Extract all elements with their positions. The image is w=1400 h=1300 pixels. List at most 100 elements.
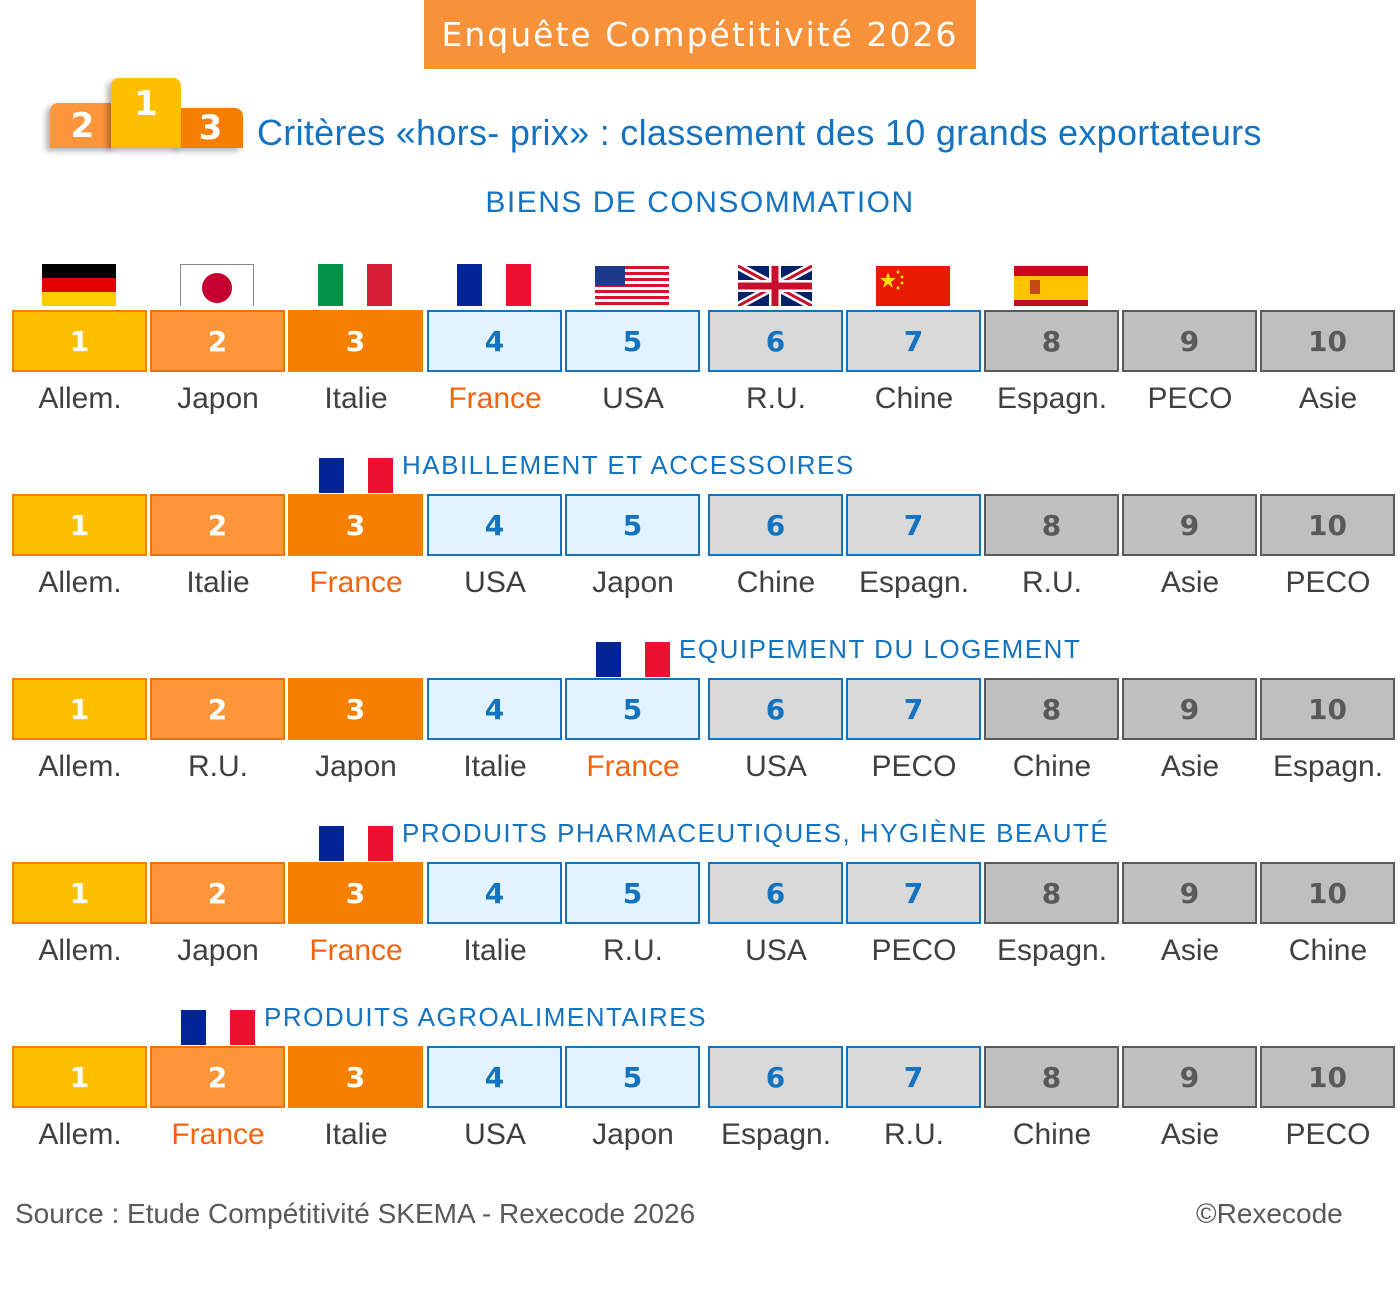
rank-cell: 4 [427, 862, 562, 924]
rank-cell: 3 [288, 678, 423, 740]
rank-cell: 9 [1122, 862, 1257, 924]
rank-cell: 6 [708, 494, 843, 556]
country-label: USA [745, 750, 807, 783]
rank-cell: 7 [846, 862, 981, 924]
rank-cell: 9 [1122, 310, 1257, 372]
rank-cell: 4 [427, 1046, 562, 1108]
rank-cell: 7 [846, 678, 981, 740]
spain-flag-icon [1014, 266, 1088, 306]
rank-cell: 4 [427, 310, 562, 372]
rank-cell: 7 [846, 494, 981, 556]
country-label: R.U. [188, 750, 248, 783]
rank-cell: 6 [708, 862, 843, 924]
rank-cell: 10 [1260, 310, 1395, 372]
rank-cell: 3 [288, 862, 423, 924]
country-label: Espagn. [996, 382, 1108, 415]
country-label: France [448, 382, 542, 415]
country-label: Chine [1012, 1118, 1092, 1151]
rank-cell: 10 [1260, 678, 1395, 740]
country-label: Asie [1160, 566, 1220, 599]
country-label: Espagn. [720, 1118, 832, 1151]
country-label: Japon [177, 382, 259, 415]
country-label: PECO [1285, 1118, 1371, 1151]
france-flag-icon [596, 642, 671, 677]
rank-cell: 1 [12, 862, 147, 924]
country-label: Chine [1012, 750, 1092, 783]
podium-icon: 2 3 1 [40, 78, 250, 158]
rank-cell: 2 [150, 678, 285, 740]
usa-flag-icon [595, 266, 669, 305]
title-banner: Enquête Compétitivité 2026 [424, 0, 976, 69]
rank-cell: 10 [1260, 862, 1395, 924]
rank-cell: 2 [150, 494, 285, 556]
rank-cell: 1 [12, 310, 147, 372]
japan-flag-icon [180, 264, 254, 306]
rank-cell: 5 [565, 1046, 700, 1108]
rank-cell: 6 [708, 1046, 843, 1108]
country-label: Italie [324, 1118, 388, 1151]
rank-cell: 4 [427, 678, 562, 740]
country-label: PECO [871, 934, 957, 967]
country-label: R.U. [746, 382, 806, 415]
country-label: USA [602, 382, 664, 415]
country-label: Allem. [38, 750, 122, 783]
china-flag-icon [876, 266, 950, 306]
country-label: France [171, 1118, 265, 1151]
country-label: France [309, 934, 403, 967]
rank-cell: 10 [1260, 1046, 1395, 1108]
country-label: Asie [1298, 382, 1358, 415]
rank-cell: 5 [565, 310, 700, 372]
rank-cell: 3 [288, 310, 423, 372]
rank-cell: 9 [1122, 678, 1257, 740]
podium-first: 1 [111, 78, 181, 148]
rank-cell: 6 [708, 310, 843, 372]
country-label: Asie [1160, 750, 1220, 783]
country-label: Japon [177, 934, 259, 967]
rank-cell: 2 [150, 862, 285, 924]
germany-flag-icon [42, 264, 116, 306]
country-label: Italie [463, 750, 527, 783]
country-label: PECO [871, 750, 957, 783]
rank-cell: 10 [1260, 494, 1395, 556]
podium-third: 3 [178, 108, 243, 148]
country-label: R.U. [1022, 566, 1082, 599]
rank-cell: 4 [427, 494, 562, 556]
rank-cell: 2 [150, 310, 285, 372]
rank-cell: 1 [12, 678, 147, 740]
rank-cell: 9 [1122, 494, 1257, 556]
rank-cell: 8 [984, 310, 1119, 372]
france-flag-icon [319, 458, 394, 493]
copyright: ©Rexecode [1196, 1198, 1343, 1229]
rank-cell: 8 [984, 1046, 1119, 1108]
country-label: R.U. [603, 934, 663, 967]
country-label: Chine [874, 382, 954, 415]
rank-cell: 1 [12, 494, 147, 556]
rank-cell: 7 [846, 1046, 981, 1108]
section-title: EQUIPEMENT DU LOGEMENT [679, 634, 1082, 664]
country-label: Allem. [38, 566, 122, 599]
france-flag-icon [181, 1010, 256, 1045]
rank-cell: 2 [150, 1046, 285, 1108]
country-label: USA [745, 934, 807, 967]
country-label: Japon [592, 566, 674, 599]
rank-cell: 8 [984, 678, 1119, 740]
italy-flag-icon [318, 264, 392, 306]
section-title: PRODUITS PHARMACEUTIQUES, HYGIÈNE BEAUTÉ [402, 818, 1110, 848]
country-label: Chine [736, 566, 816, 599]
country-label: Chine [1288, 934, 1368, 967]
country-label: PECO [1147, 382, 1233, 415]
country-label: Italie [463, 934, 527, 967]
country-label: Italie [186, 566, 250, 599]
country-label: Espagn. [858, 566, 970, 599]
france-flag-icon [457, 264, 531, 306]
rank-cell: 5 [565, 494, 700, 556]
country-label: Allem. [38, 382, 122, 415]
podium-second: 2 [50, 103, 115, 148]
country-label: R.U. [884, 1118, 944, 1151]
rank-cell: 6 [708, 678, 843, 740]
country-label: Allem. [38, 934, 122, 967]
country-label: PECO [1285, 566, 1371, 599]
rank-cell: 8 [984, 494, 1119, 556]
source-note: Source : Etude Compétitivité SKEMA - Rex… [15, 1198, 696, 1229]
